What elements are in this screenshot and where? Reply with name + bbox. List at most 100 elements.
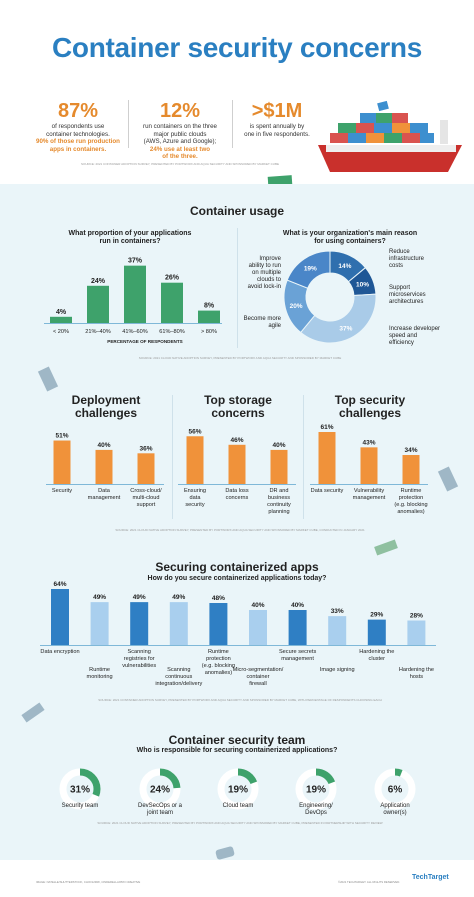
legend-label: efficiency <box>389 340 414 346</box>
data-label: 19% <box>306 785 326 796</box>
chart-bar <box>328 616 347 645</box>
chart-bar <box>249 610 267 645</box>
brand-logo: TechTarget <box>412 874 449 881</box>
data-label: 49% <box>133 594 146 601</box>
legend-label: Reduce <box>389 249 410 255</box>
data-label: 56% <box>188 428 201 435</box>
stat-divider <box>128 100 129 148</box>
tick-label: management <box>281 656 314 662</box>
stat-highlight: apps in containers. <box>49 145 107 153</box>
tick-label: Security <box>52 488 72 494</box>
stat-highlight: of the three. <box>162 153 198 161</box>
chart-bar <box>50 316 72 323</box>
stat-clouds: 12% run containers on the three major pu… <box>130 100 230 161</box>
legend-label: Support <box>389 285 410 291</box>
stat-text: run containers on the three <box>143 123 217 130</box>
chart-bar <box>124 265 146 323</box>
data-label: 43% <box>362 439 375 446</box>
tick-label: Secure secrets <box>279 649 317 655</box>
category-label: DevOps <box>305 810 327 816</box>
stat-text: of respondents use <box>51 123 105 130</box>
gauge-fill <box>217 768 259 810</box>
heading-line: concerns <box>211 406 265 420</box>
category-label: Application <box>380 803 409 809</box>
chart-bar <box>137 453 155 484</box>
tick-label: monitoring <box>87 674 113 680</box>
gauge-fill <box>374 768 416 810</box>
source-note: SOURCE: 2021 CONTAINER ADOPTION SURVEY, … <box>98 698 382 702</box>
chart-bar <box>87 285 109 323</box>
tick-label: multi-cloud <box>132 495 159 501</box>
usage-question-left: What proportion of your applications run… <box>30 230 230 247</box>
data-label: 40% <box>291 602 304 609</box>
chart-bar <box>360 447 378 484</box>
data-label: 40% <box>97 442 110 449</box>
source-note: SOURCE: 2021 CLOUD NATIVE ADOPTION SURVE… <box>138 356 342 360</box>
legend-label: Become more <box>244 316 282 322</box>
heading-line: challenges <box>74 406 138 420</box>
category-label: DevSecOps or a <box>138 803 183 809</box>
tick-label: 61%–80% <box>159 329 185 335</box>
data-label: 10% <box>356 282 369 289</box>
data-label: 28% <box>410 613 423 620</box>
category-label: Cloud team <box>223 803 254 809</box>
stat-containers: 87% of respondents use container technol… <box>28 100 128 153</box>
data-label: 19% <box>304 266 317 273</box>
question-line: run in containers? <box>99 238 161 246</box>
data-label: 46% <box>230 437 243 444</box>
tick-label: Runtime <box>89 667 110 673</box>
data-label: 51% <box>55 433 68 440</box>
footer-copyright: ©2021 TECHTARGET. ALL RIGHTS RESERVED. <box>338 880 400 884</box>
tick-label: registries for <box>124 656 155 662</box>
category-label: Engineering/ <box>299 803 333 809</box>
tick-label: container <box>246 674 269 680</box>
data-label: 19% <box>228 785 248 796</box>
data-label: 8% <box>204 303 215 310</box>
stat-divider <box>232 100 233 148</box>
data-label: 40% <box>251 602 264 609</box>
category-label: Security team <box>62 803 99 809</box>
question-line: What is your organization's main reason <box>282 230 418 237</box>
tick-label: Ensuring <box>184 488 206 494</box>
pie-slice <box>299 293 377 344</box>
tick-label: management <box>88 495 121 501</box>
data-label: 6% <box>388 785 403 796</box>
heading-line: Top security <box>334 393 406 407</box>
usage-divider <box>237 228 238 348</box>
tick-label: Vulnerability <box>354 488 384 494</box>
source-note: SOURCE: 2021 CLOUD NATIVE ADOPTION SURVE… <box>97 821 383 825</box>
legend-label: architectures <box>389 299 423 305</box>
legend-label: on multiple <box>252 270 282 276</box>
security-heading: Top security challenges <box>310 394 430 420</box>
tick-label: protection <box>206 656 231 662</box>
legend-label: avoid lock-in <box>248 284 281 290</box>
securing-heading: Securing containerized apps <box>155 560 319 574</box>
stat-text: (AWS, Azure and Google); <box>143 138 217 146</box>
question-line: What proportion of your applications <box>68 230 192 237</box>
tick-label: anomalies) <box>205 670 232 676</box>
tick-label: (e.g. blocking <box>202 663 235 669</box>
data-label: 64% <box>53 581 66 588</box>
data-label: 48% <box>212 595 225 602</box>
stat-text: one in five respondents. <box>244 130 310 138</box>
tick-label: Runtime <box>208 649 229 655</box>
tick-label: integration/delivery <box>155 681 202 687</box>
chart-bar <box>90 602 109 645</box>
legend-label: Improve <box>259 256 281 262</box>
section-divider <box>303 395 304 519</box>
chart-bar <box>270 449 288 484</box>
tick-label: cluster <box>369 656 386 662</box>
tick-label: Runtime <box>401 488 422 494</box>
tick-label: support <box>137 502 156 508</box>
stat-value: >$1M <box>251 100 303 122</box>
heading-line: challenges <box>338 406 402 420</box>
tick-label: < 20% <box>53 329 69 335</box>
gauge-fill <box>295 768 337 810</box>
tick-label: Micro-segmentation/ <box>233 667 284 673</box>
legend-label: infrastructure <box>389 256 425 262</box>
data-label: 49% <box>172 594 185 601</box>
team-question: Who is responsible for securing containe… <box>136 747 338 754</box>
tick-label: continuous <box>165 674 192 680</box>
chart-bar <box>198 310 220 323</box>
